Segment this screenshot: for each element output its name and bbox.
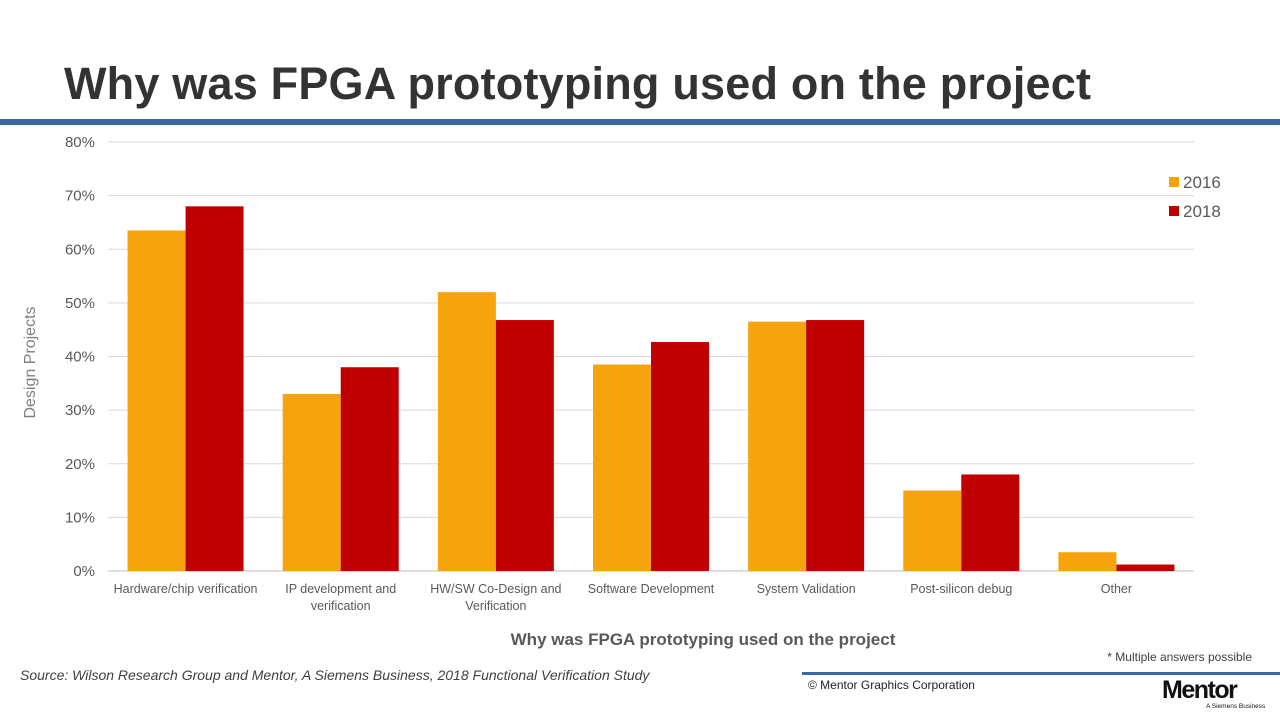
x-tick-label: HW/SW Co-Design and bbox=[430, 582, 561, 596]
x-tick-label: Other bbox=[1101, 582, 1132, 596]
y-tick-label: 10% bbox=[65, 509, 95, 526]
bar-2016-5 bbox=[903, 490, 962, 571]
footnote: * Multiple answers possible bbox=[1107, 650, 1252, 664]
y-tick-label: 60% bbox=[65, 241, 95, 258]
page-title: Why was FPGA prototyping used on the pro… bbox=[64, 58, 1092, 109]
bar-2018-3 bbox=[651, 342, 709, 571]
y-tick-label: 0% bbox=[73, 563, 95, 580]
logo-tagline: A Siemens Business bbox=[1206, 703, 1266, 710]
x-tick-label: Hardware/chip verification bbox=[114, 582, 258, 596]
y-tick-label: 80% bbox=[65, 134, 95, 151]
x-tick-label: verification bbox=[311, 599, 371, 613]
bar-2018-1 bbox=[340, 367, 399, 571]
bar-2018-5 bbox=[961, 474, 1020, 571]
x-tick-label: Software Development bbox=[588, 582, 715, 596]
x-tick-label: IP development and bbox=[285, 582, 396, 596]
bar-2018-6 bbox=[1116, 564, 1175, 571]
legend-swatch-2018 bbox=[1169, 206, 1179, 216]
bar-2018-2 bbox=[495, 320, 554, 571]
y-tick-label: 70% bbox=[65, 188, 95, 205]
x-tick-label: Verification bbox=[465, 599, 526, 613]
bar-2018-0 bbox=[185, 206, 244, 571]
logo-wordmark: Mentor bbox=[1162, 676, 1238, 704]
y-tick-label: 50% bbox=[65, 295, 95, 312]
y-tick-label: 40% bbox=[65, 349, 95, 366]
y-tick-label: 20% bbox=[65, 456, 95, 473]
y-axis-title: Design Projects bbox=[22, 306, 39, 418]
bar-2016-2 bbox=[437, 292, 496, 571]
y-tick-label: 30% bbox=[65, 402, 95, 419]
legend-swatch-2016 bbox=[1169, 177, 1179, 187]
legend-label-2018: 2018 bbox=[1183, 202, 1221, 221]
bar-2016-4 bbox=[748, 321, 807, 571]
bar-2016-3 bbox=[593, 364, 651, 571]
bar-2016-1 bbox=[282, 394, 341, 571]
legend-label-2016: 2016 bbox=[1183, 173, 1221, 192]
x-axis-title: Why was FPGA prototyping used on the pro… bbox=[511, 630, 896, 649]
copyright-text: © Mentor Graphics Corporation bbox=[808, 678, 975, 692]
bar-2016-0 bbox=[127, 230, 186, 571]
source-citation: Source: Wilson Research Group and Mentor… bbox=[20, 667, 650, 683]
bar-2016-6 bbox=[1058, 552, 1117, 571]
bar-2018-4 bbox=[806, 320, 865, 571]
footer-divider bbox=[802, 672, 1280, 675]
x-tick-label: System Validation bbox=[757, 582, 856, 596]
title-divider bbox=[0, 119, 1280, 125]
x-tick-label: Post-silicon debug bbox=[910, 582, 1012, 596]
mentor-logo: Mentor A Siemens Business bbox=[1162, 676, 1266, 716]
